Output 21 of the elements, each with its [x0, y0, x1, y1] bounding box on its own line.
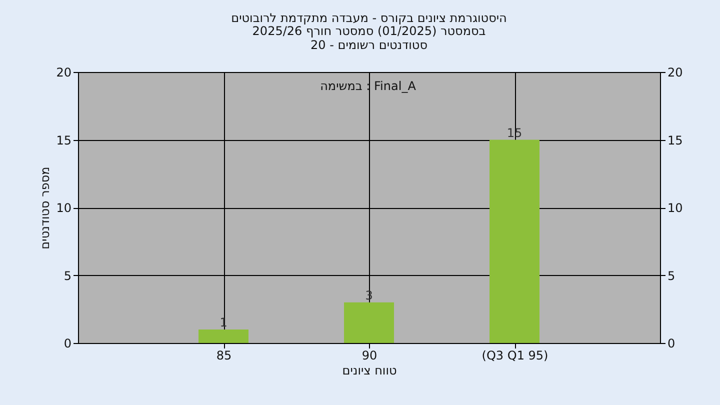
y2-tick-label: 0 [668, 336, 676, 350]
y-tick-label: 10 [56, 201, 72, 215]
chart-subtitle: בסמסטר (01/2025) סמסטר חורף 2025/26 סטודנטים רשומים - 20 [252, 24, 486, 52]
y-tick-label: 5 [64, 268, 72, 283]
x-axis-title: טווח ציונים [342, 364, 397, 378]
bar [490, 140, 540, 343]
x-tick-label: 90 [362, 348, 378, 362]
y2-tick-label: 15 [668, 133, 683, 148]
y-tick-label: 0 [64, 336, 72, 350]
y2-tick-label: 5 [668, 268, 676, 283]
chart-title: היסטוגרמת ציונים בקורס - מעבדה מתקדמת לרובוטים [231, 11, 507, 25]
annotation: במשימה : Final_A [320, 79, 417, 93]
y-axis-title: מספר סטודנטים [38, 166, 52, 250]
x-tick-label: (Q3 Q1 95) [482, 348, 548, 362]
x-tick-label: 85 [216, 348, 232, 362]
y-tick-label: 20 [56, 66, 72, 80]
y2-tick-label: 20 [668, 66, 683, 80]
y2-tick-label: 10 [668, 201, 683, 215]
y-tick-label: 15 [56, 133, 72, 148]
bar [198, 329, 248, 343]
bar [344, 302, 394, 343]
